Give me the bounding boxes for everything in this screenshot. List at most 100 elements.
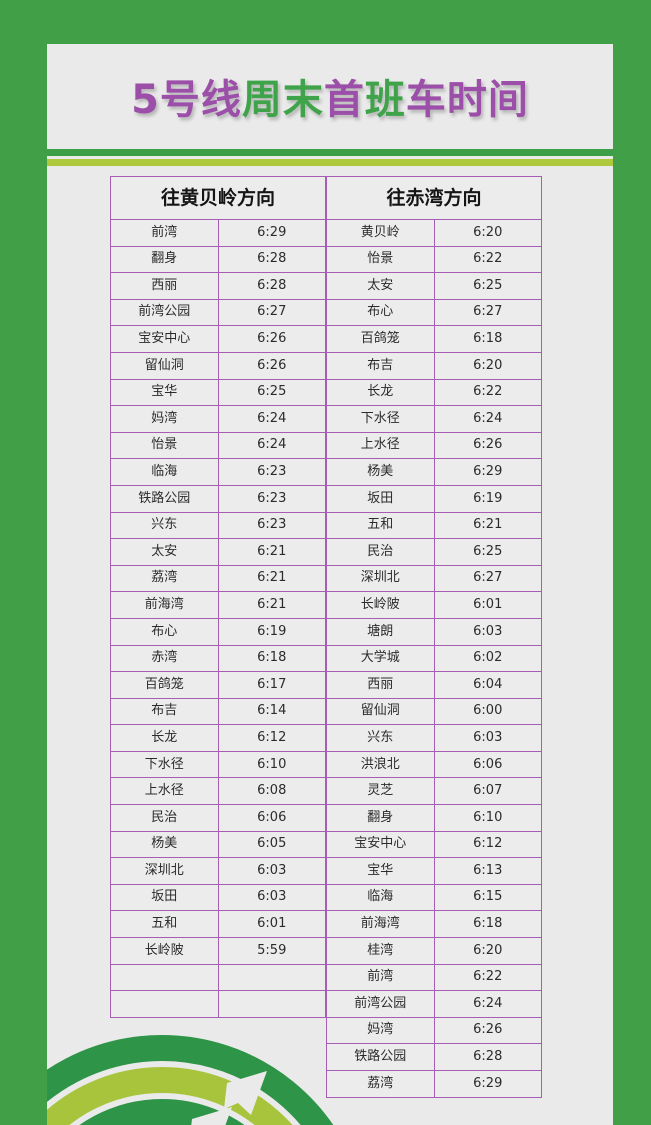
station-name: 前湾 xyxy=(110,219,219,247)
departure-time: 6:18 xyxy=(433,325,542,353)
timetable-direction-chiwan: 往赤湾方向 黄贝岭 6:20 怡景 6:22 太安 6:25 布心 6:27 百鸽笼 6:18 布吉… xyxy=(326,176,542,1098)
station-name: 布心 xyxy=(326,298,435,327)
departure-time: 6:24 xyxy=(217,405,326,433)
station-name: 黄贝岭 xyxy=(326,219,435,247)
departure-time: 6:23 xyxy=(217,511,326,540)
table-row: 铁路公园 6:28 xyxy=(326,1043,542,1071)
departure-time: 6:29 xyxy=(433,458,542,486)
departure-time: 6:03 xyxy=(217,883,326,912)
table-row: 大学城 6:02 xyxy=(326,644,542,673)
departure-time: 6:20 xyxy=(433,351,542,380)
table-row: 怡景 6:22 xyxy=(326,245,542,274)
station-name: 下水径 xyxy=(110,750,219,779)
station-name: 灵芝 xyxy=(326,777,435,806)
departure-time: 6:22 xyxy=(433,245,542,274)
station-name: 布吉 xyxy=(326,351,435,380)
timetable-body-right: 黄贝岭 6:20 怡景 6:22 太安 6:25 布心 6:27 百鸽笼 6:18 布吉 6:20 长龙… xyxy=(326,219,542,1098)
title-segment: 班 xyxy=(364,77,406,123)
station-name: 翻身 xyxy=(110,245,219,274)
station-name: 杨美 xyxy=(110,830,219,859)
station-name: 荔湾 xyxy=(326,1070,435,1098)
departure-time: 6:07 xyxy=(433,777,542,806)
station-name: 百鸽笼 xyxy=(110,671,219,699)
station-name: 坂田 xyxy=(326,484,435,513)
table-row: 铁路公园 6:23 xyxy=(110,484,326,513)
departure-time: 6:25 xyxy=(217,378,326,407)
station-name: 临海 xyxy=(326,883,435,912)
station-name: 桂湾 xyxy=(326,937,435,965)
station-name xyxy=(110,963,219,992)
timetable-header-right: 往赤湾方向 xyxy=(326,176,542,220)
departure-time: 6:27 xyxy=(433,298,542,327)
station-name: 太安 xyxy=(110,538,219,566)
station-name xyxy=(110,990,219,1018)
departure-time: 6:28 xyxy=(217,245,326,274)
departure-time xyxy=(217,990,326,1018)
table-row: 前湾 6:22 xyxy=(326,963,542,992)
title-segment: 周末 xyxy=(241,77,324,123)
table-row: 留仙洞 6:26 xyxy=(110,351,326,380)
station-name: 西丽 xyxy=(110,272,219,300)
table-row: 怡景 6:24 xyxy=(110,431,326,460)
station-name: 上水径 xyxy=(326,431,435,460)
departure-time: 6:25 xyxy=(433,538,542,566)
table-row: 妈湾 6:24 xyxy=(110,405,326,433)
table-row: 黄贝岭 6:20 xyxy=(326,219,542,247)
title-segment: 首 xyxy=(323,77,365,123)
page-title: 5号线周末首班车时间 xyxy=(47,44,613,148)
station-name: 前海湾 xyxy=(326,910,435,939)
station-name: 塘朗 xyxy=(326,617,435,646)
station-name: 民治 xyxy=(326,538,435,566)
departure-time: 6:20 xyxy=(433,937,542,965)
table-row: 上水径 6:08 xyxy=(110,777,326,806)
table-row: 深圳北 6:03 xyxy=(110,857,326,885)
departure-time: 6:10 xyxy=(217,750,326,779)
departure-time: 6:26 xyxy=(217,325,326,353)
table-row: 长岭陂 5:59 xyxy=(110,937,326,965)
divider-bar-light xyxy=(47,159,613,166)
table-row: 前海湾 6:18 xyxy=(326,910,542,939)
table-row: 百鸽笼 6:18 xyxy=(326,325,542,353)
table-row: 宝华 6:13 xyxy=(326,857,542,885)
departure-time: 6:22 xyxy=(433,963,542,992)
table-row: 前湾公园 6:27 xyxy=(110,298,326,327)
station-name: 赤湾 xyxy=(110,644,219,673)
table-row: 五和 6:01 xyxy=(110,910,326,939)
departure-time xyxy=(217,963,326,992)
departure-time: 6:10 xyxy=(433,804,542,832)
departure-time: 6:24 xyxy=(433,990,542,1018)
station-name: 留仙洞 xyxy=(110,351,219,380)
departure-time: 6:20 xyxy=(433,219,542,247)
departure-time: 6:29 xyxy=(433,1070,542,1098)
table-row: 太安 6:25 xyxy=(326,272,542,300)
table-row: 下水径 6:24 xyxy=(326,405,542,433)
table-row: 长岭陂 6:01 xyxy=(326,591,542,619)
departure-time: 6:26 xyxy=(433,431,542,460)
departure-time: 6:28 xyxy=(433,1043,542,1071)
departure-time: 6:18 xyxy=(217,644,326,673)
table-row: 灵芝 6:07 xyxy=(326,777,542,806)
station-name: 上水径 xyxy=(110,777,219,806)
table-row: 妈湾 6:26 xyxy=(326,1016,542,1045)
station-name: 布心 xyxy=(110,617,219,646)
station-name: 铁路公园 xyxy=(110,484,219,513)
departure-time: 6:12 xyxy=(433,830,542,859)
station-name: 怡景 xyxy=(326,245,435,274)
departure-time: 6:19 xyxy=(433,484,542,513)
table-row: 民治 6:06 xyxy=(110,804,326,832)
station-name: 百鸽笼 xyxy=(326,325,435,353)
table-row: 百鸽笼 6:17 xyxy=(110,671,326,699)
table-row: 翻身 6:28 xyxy=(110,245,326,274)
table-row: 杨美 6:05 xyxy=(110,830,326,859)
station-name: 杨美 xyxy=(326,458,435,486)
departure-time: 6:01 xyxy=(433,591,542,619)
departure-time: 6:06 xyxy=(433,750,542,779)
table-row: 兴东 6:03 xyxy=(326,724,542,752)
departure-time: 6:26 xyxy=(217,351,326,380)
departure-time: 6:15 xyxy=(433,883,542,912)
table-row: 布吉 6:14 xyxy=(110,697,326,726)
station-name: 留仙洞 xyxy=(326,697,435,726)
table-row: 前湾 6:29 xyxy=(110,219,326,247)
table-row: 布心 6:19 xyxy=(110,617,326,646)
station-name: 兴东 xyxy=(326,724,435,752)
